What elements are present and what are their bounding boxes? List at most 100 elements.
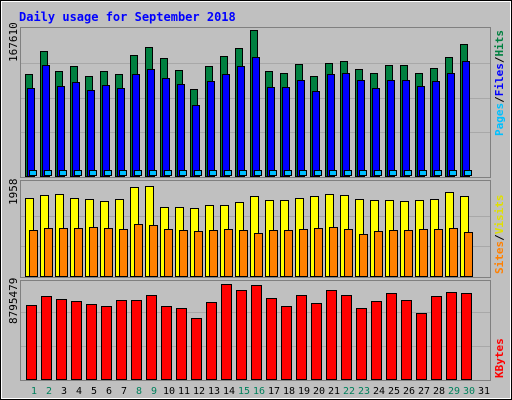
sites-bar <box>464 232 473 277</box>
x-axis-day-label: 21 <box>328 386 340 397</box>
legend-visits: Visits <box>493 195 506 235</box>
legend-separator: / <box>493 234 506 241</box>
pages-bar <box>299 170 307 176</box>
files-bar <box>432 81 440 177</box>
x-axis-day-label: 28 <box>433 386 445 397</box>
pages-bar <box>449 170 457 176</box>
pages-bar <box>359 170 367 176</box>
pages-bar <box>59 170 67 176</box>
pages-bar <box>254 170 262 176</box>
middle-panel-y-max-label: 1958 <box>7 179 20 206</box>
legend-separator: / <box>493 56 506 63</box>
x-axis-day-label: 31 <box>478 386 490 397</box>
files-bar <box>162 78 170 177</box>
sites-bar <box>449 228 458 277</box>
pages-bar <box>284 170 292 176</box>
x-axis-day-label: 26 <box>403 386 415 397</box>
pages-bar <box>224 170 232 176</box>
x-axis-day-label: 8 <box>136 386 142 397</box>
sites-bar <box>59 228 68 277</box>
kbytes-bar <box>26 305 37 380</box>
sites-bar <box>194 231 203 277</box>
files-bar <box>177 84 185 177</box>
files-bar <box>357 80 365 177</box>
files-bar <box>402 80 410 177</box>
pages-bar <box>374 170 382 176</box>
pages-bar <box>89 170 97 176</box>
kbytes-bar <box>296 295 307 380</box>
x-axis-day-label: 6 <box>106 386 112 397</box>
kbytes-bar <box>401 300 412 380</box>
sites-bar <box>284 230 293 277</box>
sites-bar <box>119 229 128 277</box>
sites-bar <box>44 228 53 277</box>
x-axis-day-label: 9 <box>151 386 157 397</box>
x-axis-day-label: 12 <box>193 386 205 397</box>
pages-bar <box>419 170 427 176</box>
sites-bar <box>224 229 233 277</box>
pages-bar <box>269 170 277 176</box>
kbytes-bar <box>116 300 127 380</box>
pages-bar <box>104 170 112 176</box>
files-bar <box>282 87 290 177</box>
pages-bar <box>464 170 472 176</box>
x-axis-day-label: 1 <box>31 386 37 397</box>
x-axis-day-label: 13 <box>208 386 220 397</box>
sites-bar <box>104 228 113 277</box>
pages-bar <box>389 170 397 176</box>
kbytes-bar <box>176 308 187 380</box>
kbytes-bar <box>326 290 337 380</box>
sites-bar <box>299 229 308 277</box>
files-bar <box>72 82 80 177</box>
kbytes-bar <box>386 293 397 380</box>
files-bar <box>192 105 200 177</box>
pages-bar <box>119 170 127 176</box>
sites-bar <box>404 230 413 277</box>
x-axis-day-label: 5 <box>91 386 97 397</box>
x-axis-day-label: 22 <box>343 386 355 397</box>
files-bar <box>237 66 245 177</box>
sites-bar <box>29 230 38 277</box>
files-bar <box>87 90 95 177</box>
x-axis-day-label: 25 <box>388 386 400 397</box>
pages-bar <box>44 170 52 176</box>
legend-separator: / <box>493 96 506 103</box>
middle-panel-legend: Sites/Visits <box>493 195 506 275</box>
pages-bar <box>164 170 172 176</box>
top-panel-y-max-label: 167610 <box>7 22 20 62</box>
legend-files: Files <box>493 63 506 96</box>
pages-bar <box>209 170 217 176</box>
kbytes-bar <box>416 313 427 380</box>
bottom-panel-y-max-label: 8795479 <box>7 278 20 324</box>
pages-bar <box>149 170 157 176</box>
sites-bar <box>434 229 443 277</box>
files-bar <box>387 80 395 177</box>
files-bar <box>312 91 320 177</box>
x-axis-day-label: 11 <box>178 386 190 397</box>
legend-sites: Sites <box>493 241 506 274</box>
kbytes-bar <box>161 306 172 380</box>
kbytes-bar <box>281 306 292 380</box>
kbytes-bar <box>56 299 67 380</box>
sites-bar <box>134 224 143 277</box>
bar-marks <box>25 30 473 380</box>
pages-bar <box>194 170 202 176</box>
files-bar <box>132 74 140 177</box>
kbytes-bar <box>341 295 352 380</box>
pages-bar <box>74 170 82 176</box>
x-axis-day-label: 17 <box>268 386 280 397</box>
kbytes-bar <box>101 306 112 380</box>
kbytes-bar <box>191 318 202 380</box>
files-bar <box>267 87 275 177</box>
files-bar <box>27 88 35 177</box>
sites-bar <box>179 230 188 277</box>
pages-bar <box>344 170 352 176</box>
kbytes-bar <box>131 300 142 380</box>
top-panel-legend: Pages/Files/Hits <box>493 30 506 136</box>
x-axis-day-label: 7 <box>121 386 127 397</box>
x-axis-day-label: 27 <box>418 386 430 397</box>
kbytes-bar <box>356 308 367 380</box>
kbytes-bar <box>371 301 382 380</box>
sites-bar <box>74 228 83 277</box>
